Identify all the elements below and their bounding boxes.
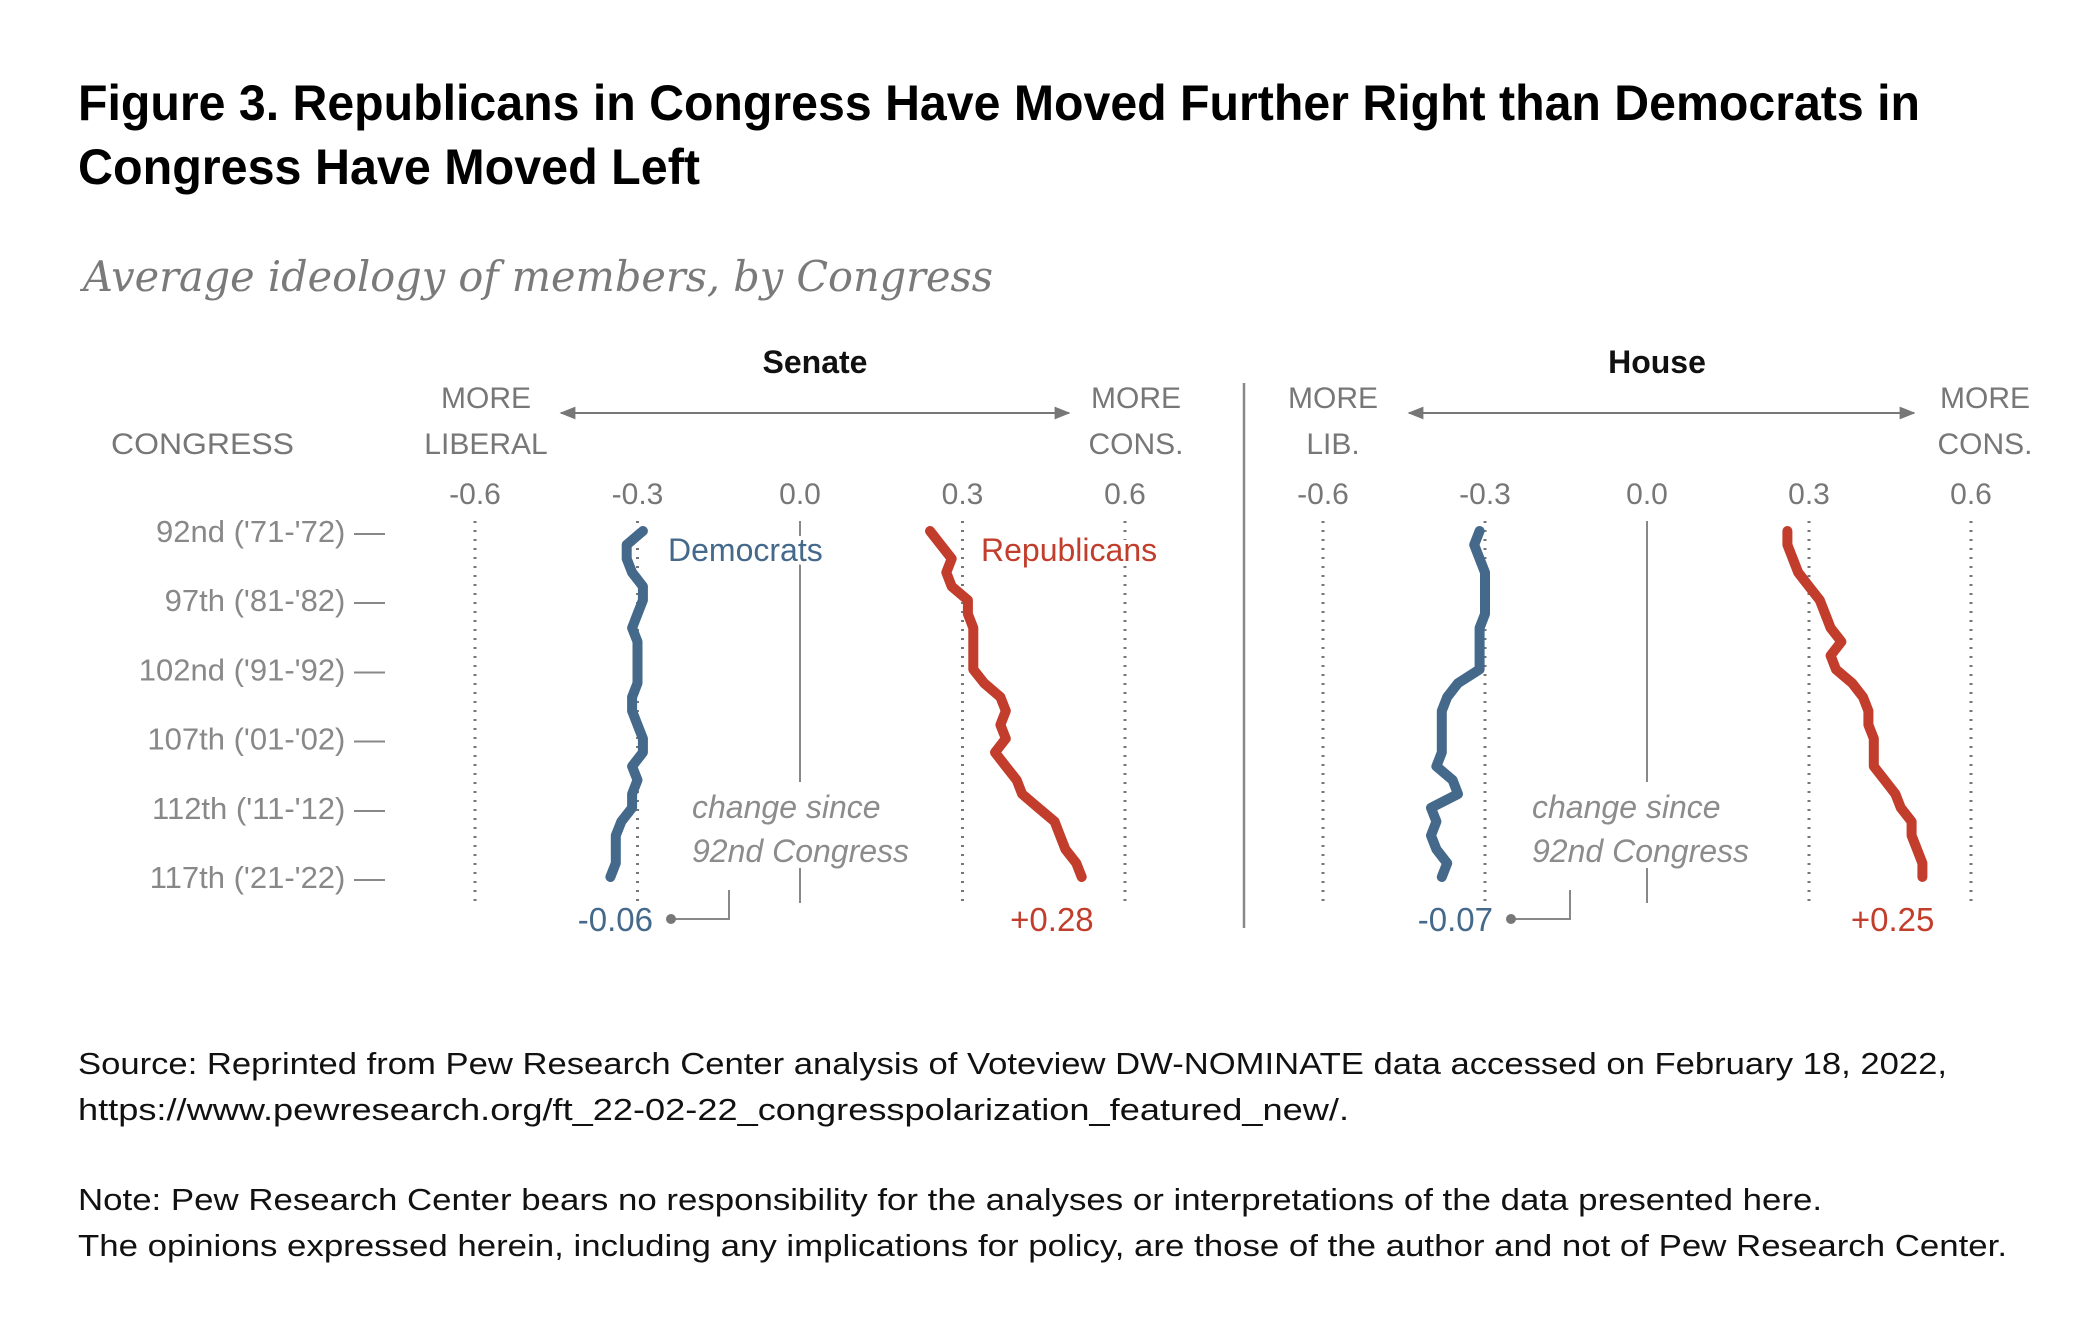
title-line-2: Congress Have Moved Left: [78, 139, 700, 195]
row-labels: 92nd ('71-'72) — 97th ('81-'82) — 102nd ('…: [139, 514, 385, 895]
x-tick-label: -0.6: [1297, 478, 1349, 511]
x-tick-label: 0.0: [779, 478, 821, 511]
axis-left-label: MORE: [1288, 382, 1378, 415]
x-tick-label: -0.3: [612, 478, 664, 511]
row-label: 117th ('21-'22) —: [150, 860, 385, 895]
annotation-text: change since: [1532, 789, 1721, 825]
axis-left-label: LIBERAL: [424, 428, 547, 461]
annotation-dot: [666, 914, 676, 924]
republicans-line: [925, 526, 1087, 882]
axis-right-label: CONS.: [1088, 428, 1183, 461]
change-label: +0.25: [1851, 901, 1935, 938]
title-line-1: Figure 3. Republicans in Congress Have M…: [78, 75, 1920, 131]
congress-header: CONGRESS: [111, 428, 294, 461]
annotation-text: change since: [692, 789, 881, 825]
change-label: -0.06: [578, 901, 653, 938]
row-label: 97th ('81-'82) —: [165, 583, 385, 618]
axis-right-label: CONS.: [1937, 428, 2032, 461]
x-tick-label: -0.6: [449, 478, 501, 511]
row-label: 112th ('11-'12) —: [152, 791, 385, 826]
annotation-leader: [1511, 890, 1571, 920]
series-label: Democrats: [668, 532, 823, 568]
annotation-dot: [1506, 914, 1516, 924]
senate-panel: Senate MORE LIBERAL MORE CONS. -0.6 -0.3 0.0 0.3…: [424, 344, 1183, 938]
source-line-2: https://www.pewresearch.org/ft_22-02-22_…: [78, 1092, 1349, 1127]
republicans-line: [1782, 526, 1928, 882]
annotation-leader: [671, 890, 730, 920]
panel-title: Senate: [763, 344, 868, 380]
row-label: 102nd ('91-'92) —: [139, 652, 385, 687]
row-label: 107th ('01-'02) —: [147, 722, 385, 757]
annotation-text: 92nd Congress: [1532, 833, 1749, 869]
x-tick-label: 0.6: [1950, 478, 1992, 511]
series-label: Republicans: [981, 532, 1157, 568]
x-tick-label: 0.3: [1788, 478, 1830, 511]
annotation-text: 92nd Congress: [692, 833, 909, 869]
change-label: +0.28: [1010, 901, 1094, 938]
axis-left-label: MORE: [441, 382, 531, 415]
x-tick-label: -0.3: [1459, 478, 1511, 511]
note-line-2: The opinions expressed herein, including…: [78, 1228, 2007, 1263]
democrats-line: [1426, 526, 1490, 882]
house-panel: House MORE LIB. MORE CONS. -0.6 -0.3 0.0 0.3 0.6 -…: [1288, 344, 2033, 938]
source-line-1: Source: Reprinted from Pew Research Cent…: [78, 1046, 1947, 1081]
axis-right-label: MORE: [1940, 382, 2030, 415]
axis-left-label: LIB.: [1306, 428, 1359, 461]
x-tick-label: 0.3: [942, 478, 984, 511]
subtitle: Average ideology of members, by Congress: [79, 252, 993, 301]
panel-title: House: [1608, 344, 1706, 380]
democrats-line: [605, 526, 648, 882]
row-label: 92nd ('71-'72) —: [156, 514, 385, 549]
change-label: -0.07: [1418, 901, 1493, 938]
x-tick-label: 0.0: [1626, 478, 1668, 511]
axis-right-label: MORE: [1091, 382, 1181, 415]
x-tick-label: 0.6: [1104, 478, 1146, 511]
note-line-1: Note: Pew Research Center bears no respo…: [78, 1182, 1822, 1217]
